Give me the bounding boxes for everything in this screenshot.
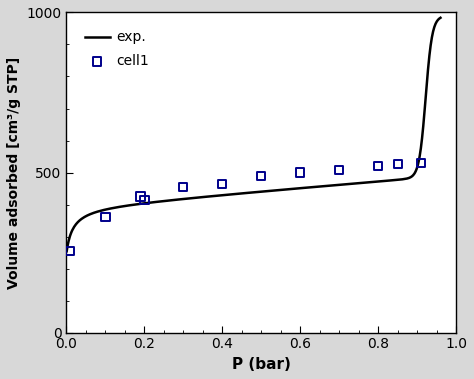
cell1	[137, 194, 144, 200]
cell1	[141, 197, 148, 203]
exp.	[182, 197, 188, 201]
exp.	[417, 154, 422, 158]
cell1	[101, 215, 109, 221]
exp.	[415, 163, 420, 168]
Y-axis label: Volume adsorbed [cm³/g STP]: Volume adsorbed [cm³/g STP]	[7, 56, 21, 289]
X-axis label: P (bar): P (bar)	[232, 357, 291, 372]
cell1	[296, 169, 304, 175]
exp.	[437, 16, 442, 21]
cell1	[257, 173, 265, 179]
exp.	[438, 16, 443, 20]
Line: exp.: exp.	[67, 18, 440, 251]
exp.	[88, 211, 94, 216]
cell1	[394, 161, 401, 167]
exp.	[64, 249, 70, 254]
cell1	[417, 160, 425, 166]
cell1	[66, 248, 74, 254]
cell1	[180, 184, 187, 190]
exp.	[427, 48, 433, 53]
Legend: exp., cell1: exp., cell1	[73, 19, 160, 79]
cell1	[336, 167, 343, 173]
cell1	[219, 181, 226, 187]
cell1	[374, 163, 382, 169]
